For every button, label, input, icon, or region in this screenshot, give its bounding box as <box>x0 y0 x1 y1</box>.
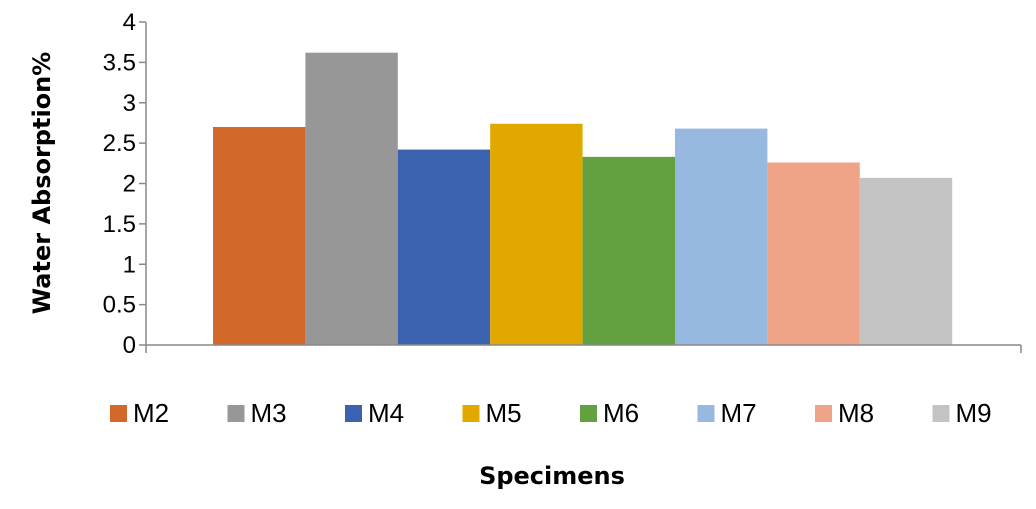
legend-swatch <box>227 405 245 422</box>
bar-m5 <box>490 123 583 346</box>
legend-item-m2: M2 <box>110 398 169 428</box>
bar-m9 <box>859 177 953 345</box>
bar-m3 <box>305 52 398 346</box>
legend-item-m6: M6 <box>580 398 639 428</box>
legend-item-m4: M4 <box>345 398 404 428</box>
y-tick-label: 4 <box>123 9 136 36</box>
y-tick-label: 1.5 <box>103 211 136 238</box>
legend-swatch <box>815 405 832 422</box>
bar-m4 <box>397 149 491 345</box>
bar-m8 <box>767 162 860 345</box>
legend-item-m8: M8 <box>815 398 874 428</box>
bars <box>213 52 953 346</box>
legend-label: M5 <box>486 398 522 428</box>
legend-label: M8 <box>838 398 874 428</box>
bar-m2 <box>213 126 306 345</box>
y-axis-title: Water Absorption% <box>28 52 56 315</box>
bar-m6 <box>582 156 675 345</box>
legend-swatch <box>580 405 597 422</box>
legend-item-m7: M7 <box>697 398 757 428</box>
legend-label: M4 <box>368 398 404 428</box>
y-tick-label: 0 <box>123 332 136 359</box>
legend-swatch <box>345 405 362 422</box>
legend-swatch <box>110 405 127 422</box>
legend-label: M2 <box>133 398 169 428</box>
legend-label: M9 <box>956 398 992 428</box>
legend-label: M3 <box>251 398 287 428</box>
y-axis: 0 0.5 1 1.5 2 2.5 3 3.5 4 <box>103 9 147 359</box>
legend-swatch <box>462 405 480 422</box>
bar-m7 <box>675 128 768 345</box>
y-tick-label: 0.5 <box>103 292 136 319</box>
y-tick-label: 3 <box>123 90 136 117</box>
legend-item-m5: M5 <box>462 398 522 428</box>
legend: M2 M3 M4 M5 M6 M7 M8 M9 <box>110 398 992 428</box>
legend-item-m9: M9 <box>932 398 992 428</box>
y-tick-label: 2.5 <box>103 130 136 157</box>
x-axis <box>145 344 1022 353</box>
x-axis-title: Specimens <box>479 462 625 490</box>
y-tick-label: 1 <box>123 251 136 278</box>
legend-label: M7 <box>721 398 757 428</box>
legend-item-m3: M3 <box>227 398 287 428</box>
y-tick-label: 2 <box>123 171 136 198</box>
legend-swatch <box>697 405 715 422</box>
legend-swatch <box>932 405 950 422</box>
legend-label: M6 <box>603 398 639 428</box>
y-tick-label: 3.5 <box>103 49 136 76</box>
